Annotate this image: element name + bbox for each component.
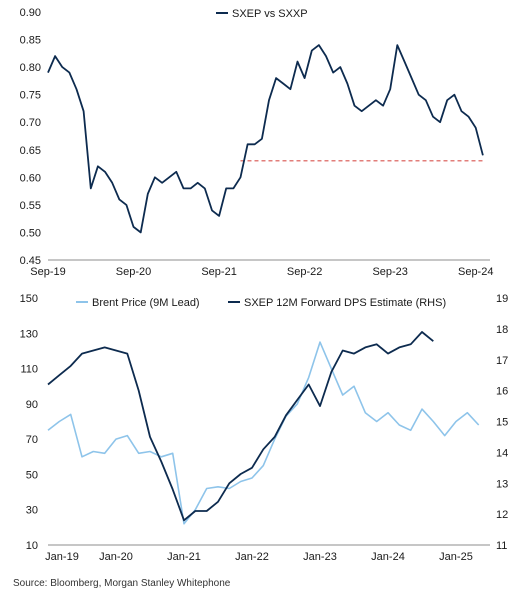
- y-tick-label: 0.75: [20, 90, 41, 102]
- x-tick-label: Jan-24: [371, 551, 405, 563]
- sxep-dps-estimate-line: [47, 331, 434, 522]
- right-y-tick-label: 13: [496, 478, 508, 490]
- right-y-tick-label: 12: [496, 509, 508, 521]
- left-y-tick-label: 10: [26, 540, 38, 552]
- x-tick-label: Jan-23: [303, 551, 337, 563]
- x-tick-label: Sep-19: [30, 266, 65, 278]
- left-y-tick-label: 90: [26, 399, 38, 411]
- bottom-legend: Brent Price (9M Lead) SXEP 12M Forward D…: [76, 297, 446, 309]
- y-tick-label: 0.90: [20, 7, 41, 19]
- dps-legend-label: SXEP 12M Forward DPS Estimate (RHS): [244, 297, 446, 309]
- bottom-chart: 10 30 50 70 90 110 130 150 11 12 13 14 15 16 17 18 19 J…: [20, 293, 509, 563]
- top-x-tick-labels: Sep-19 Sep-20 Sep-21 Sep-22 Sep-23 Sep-24: [30, 266, 493, 278]
- x-tick-label: Jan-21: [167, 551, 201, 563]
- y-tick-label: 0.70: [20, 117, 41, 129]
- x-tick-label: Jan-20: [99, 551, 133, 563]
- left-y-tick-label: 50: [26, 469, 38, 481]
- x-tick-label: Sep-22: [287, 266, 322, 278]
- brent-price-line: [47, 341, 480, 525]
- y-tick-label: 0.85: [20, 35, 41, 47]
- x-tick-label: Jan-25: [439, 551, 473, 563]
- top-chart: 0.45 0.50 0.55 0.60 0.65 0.70 0.75 0.80 0.85 0.90…: [20, 7, 494, 278]
- left-y-tick-label: 30: [26, 505, 38, 517]
- y-tick-label: 0.50: [20, 227, 41, 239]
- top-y-tick-labels: 0.45 0.50 0.55 0.60 0.65 0.70 0.75 0.80 0.85 0.90: [20, 7, 41, 267]
- y-tick-label: 0.60: [20, 172, 41, 184]
- left-y-tick-label: 130: [20, 328, 38, 340]
- bottom-left-y-tick-labels: 10 30 50 70 90 110 130 150: [20, 293, 38, 552]
- right-y-tick-label: 17: [496, 355, 508, 367]
- top-legend-label: SXEP vs SXXP: [232, 8, 308, 20]
- right-y-tick-label: 11: [496, 540, 507, 552]
- source-note: Source: Bloomberg, Morgan Stanley Whitep…: [13, 578, 231, 589]
- top-legend: SXEP vs SXXP: [216, 8, 308, 20]
- bottom-right-y-tick-labels: 11 12 13 14 15 16 17 18 19: [496, 293, 508, 552]
- right-y-tick-label: 16: [496, 386, 508, 398]
- bottom-x-tick-labels: Jan-19 Jan-20 Jan-21 Jan-22 Jan-23 Jan-24 Jan-…: [45, 551, 473, 563]
- x-tick-label: Sep-21: [201, 266, 236, 278]
- y-tick-label: 0.65: [20, 145, 41, 157]
- y-tick-label: 0.55: [20, 200, 41, 212]
- right-y-tick-label: 15: [496, 417, 508, 429]
- x-tick-label: Jan-22: [235, 551, 269, 563]
- right-y-tick-label: 19: [496, 293, 508, 305]
- left-y-tick-label: 70: [26, 434, 38, 446]
- x-tick-label: Sep-24: [458, 266, 493, 278]
- right-y-tick-label: 18: [496, 324, 508, 336]
- y-tick-label: 0.45: [20, 255, 41, 267]
- x-tick-label: Jan-19: [45, 551, 79, 563]
- right-y-tick-label: 14: [496, 447, 508, 459]
- y-tick-label: 0.80: [20, 62, 41, 74]
- x-tick-label: Sep-20: [116, 266, 151, 278]
- left-y-tick-label: 110: [20, 364, 38, 376]
- sxep-vs-sxxp-line: [47, 44, 484, 234]
- left-y-tick-label: 150: [20, 293, 38, 305]
- x-tick-label: Sep-23: [372, 266, 407, 278]
- brent-legend-label: Brent Price (9M Lead): [92, 297, 200, 309]
